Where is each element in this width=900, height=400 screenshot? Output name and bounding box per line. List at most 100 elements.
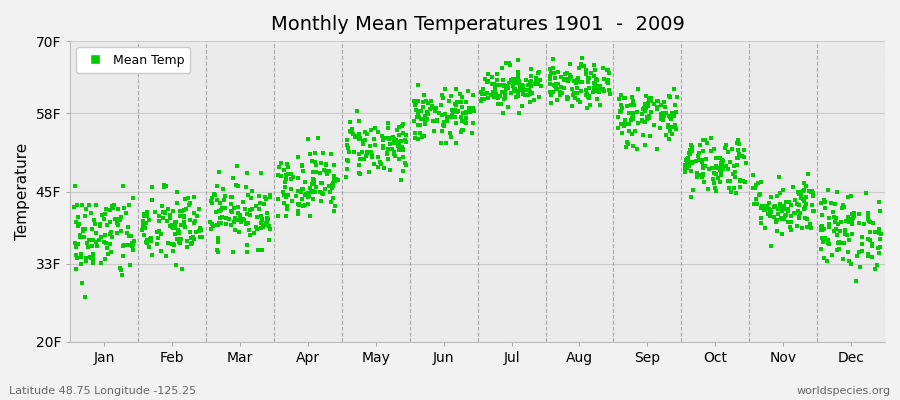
Point (708, 164, 723, 171)
Point (600, 80, 615, 86)
Point (314, 198, 328, 204)
Point (230, 217, 244, 223)
Point (186, 194, 201, 200)
Point (226, 175, 240, 181)
Point (866, 219, 880, 226)
Point (392, 143, 406, 149)
Point (74, 253, 88, 260)
Point (592, 85, 607, 91)
Point (588, 66, 602, 73)
Point (804, 225, 818, 231)
Point (710, 175, 724, 181)
Point (177, 207, 192, 214)
Point (367, 136, 382, 143)
Point (814, 222, 829, 229)
Point (593, 83, 608, 89)
Point (352, 118, 366, 125)
Point (234, 219, 248, 225)
Point (389, 137, 403, 143)
Point (443, 130, 457, 137)
Point (461, 88, 475, 94)
Point (339, 174, 354, 180)
Point (861, 253, 876, 260)
Point (82, 237, 96, 243)
Point (659, 131, 673, 138)
Point (113, 266, 128, 273)
Point (119, 210, 133, 216)
Point (113, 213, 128, 220)
Point (515, 102, 529, 109)
Point (182, 202, 196, 208)
Point (454, 94, 469, 100)
Point (845, 218, 859, 225)
Point (158, 183, 173, 189)
Point (364, 126, 378, 133)
Point (183, 216, 197, 223)
Point (110, 218, 124, 224)
Point (340, 156, 355, 163)
Point (320, 162, 334, 168)
Point (108, 216, 122, 222)
Point (410, 121, 425, 128)
Point (680, 161, 694, 168)
Point (385, 146, 400, 152)
Point (345, 126, 359, 132)
Point (762, 206, 777, 212)
Point (732, 151, 746, 157)
Point (667, 86, 681, 92)
Point (642, 113, 656, 119)
Point (778, 198, 793, 205)
Point (600, 79, 615, 85)
Point (166, 240, 180, 247)
Point (662, 127, 677, 134)
Point (625, 94, 639, 101)
Point (68, 239, 82, 246)
Point (523, 98, 537, 105)
Point (601, 70, 616, 76)
Point (709, 155, 724, 161)
Point (656, 111, 670, 118)
Point (257, 201, 272, 208)
Point (408, 129, 422, 136)
Point (573, 87, 588, 94)
Point (616, 95, 631, 101)
Point (855, 234, 869, 240)
Point (524, 72, 538, 79)
Point (232, 212, 247, 218)
Point (556, 77, 571, 83)
Point (577, 63, 591, 69)
Point (390, 139, 404, 145)
Point (75, 202, 89, 209)
Point (805, 202, 819, 208)
Point (603, 91, 617, 97)
Point (485, 74, 500, 80)
Point (166, 248, 181, 254)
Point (784, 213, 798, 219)
Point (628, 128, 643, 134)
Point (801, 170, 815, 177)
Point (621, 141, 635, 147)
Point (823, 224, 837, 230)
Point (319, 167, 333, 174)
Point (173, 240, 187, 246)
Point (613, 109, 627, 116)
Point (436, 119, 451, 125)
Point (714, 160, 728, 166)
Point (112, 265, 127, 271)
Point (219, 220, 233, 227)
Point (204, 200, 219, 206)
Point (489, 91, 503, 98)
Point (284, 185, 299, 192)
Point (493, 101, 508, 107)
Point (670, 94, 684, 100)
Point (380, 149, 394, 156)
Point (814, 246, 828, 252)
Point (580, 67, 594, 73)
Point (781, 198, 796, 205)
Point (772, 203, 787, 209)
Point (512, 87, 526, 93)
Point (412, 130, 427, 136)
Point (523, 88, 537, 95)
Point (224, 194, 238, 200)
Point (188, 218, 202, 224)
